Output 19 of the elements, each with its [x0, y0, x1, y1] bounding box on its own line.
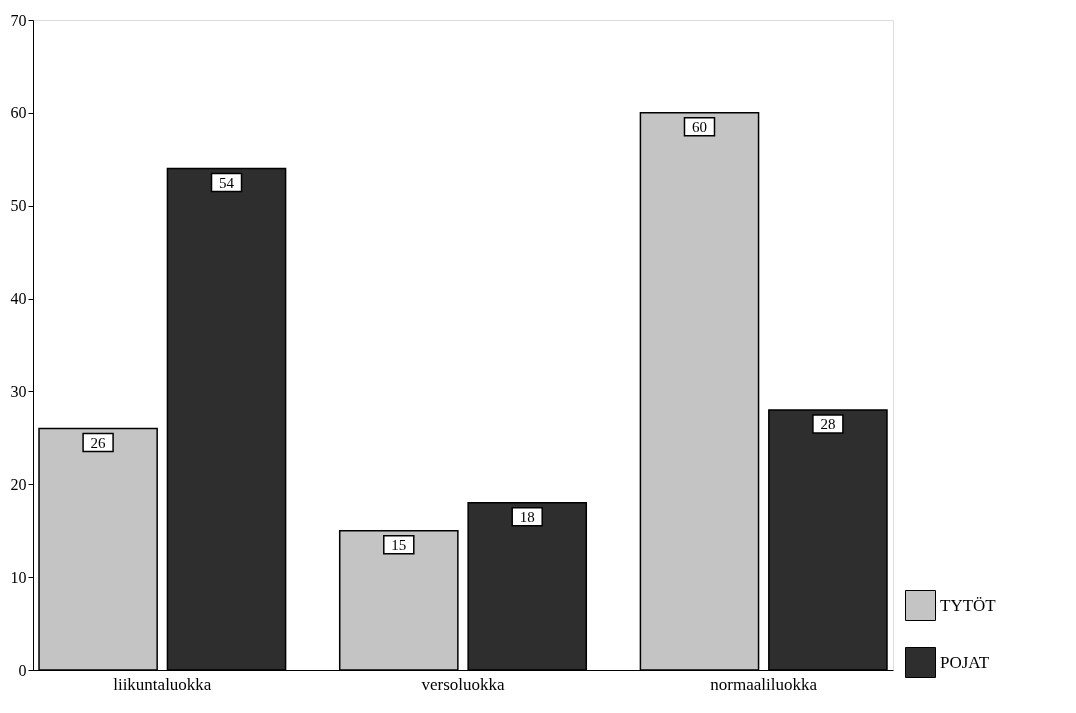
data-label: 28	[820, 416, 836, 432]
y-tick-label: 50	[10, 197, 27, 215]
data-label: 54	[219, 174, 235, 191]
x-tick-label: versoluokka	[421, 674, 505, 694]
y-tick-label: 60	[10, 104, 27, 122]
y-tick-label: 20	[10, 475, 27, 493]
y-tick-label: 0	[18, 661, 27, 679]
data-label: 60	[691, 118, 707, 135]
y-tick-label: 40	[10, 290, 27, 308]
data-label: 18	[519, 508, 535, 525]
y-tick-label: 70	[10, 11, 27, 29]
x-tick-label: normaaliluokka	[710, 674, 818, 694]
x-tick-label: liikuntaluokka	[113, 674, 212, 694]
y-tick-label: 10	[10, 568, 27, 586]
legend-label: TYTÖT	[940, 595, 997, 615]
data-label: 26	[90, 434, 107, 451]
data-label: 15	[391, 536, 407, 553]
legend-label: POJAT	[940, 652, 990, 672]
y-tick-label: 30	[10, 382, 27, 400]
